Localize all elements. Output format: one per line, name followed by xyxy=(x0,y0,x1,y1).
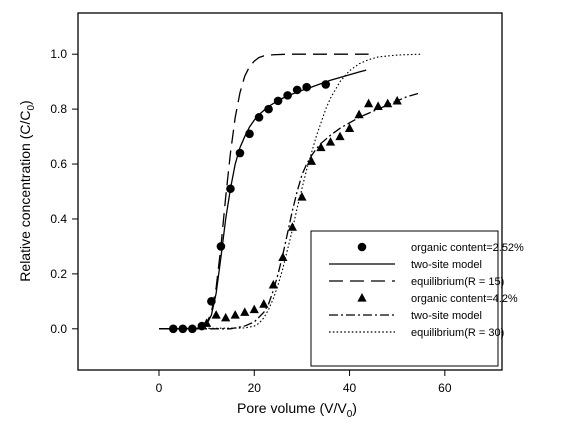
legend-item: organic content=2.52% xyxy=(357,242,524,254)
legend-marker xyxy=(357,242,367,252)
legend-item: organic content=4.2% xyxy=(357,293,518,305)
y-axis-title: Relative concentration (C/C0) xyxy=(17,100,37,281)
legend-label: organic content=2.52% xyxy=(411,242,524,254)
x-tick-label: 40 xyxy=(343,381,357,395)
data-point xyxy=(383,98,393,108)
y-tick-label: 0.8 xyxy=(50,102,67,116)
legend: organic content=2.52% two-site model equil… xyxy=(310,230,524,367)
data-point xyxy=(221,312,231,322)
y-tick-label: 0.2 xyxy=(50,267,67,281)
data-point xyxy=(325,137,336,146)
data-point xyxy=(287,222,297,231)
data-point xyxy=(202,318,212,327)
data-point xyxy=(264,104,273,114)
x-tick-label: 60 xyxy=(438,381,452,395)
x-axis-ticks: 0 20 40 60 xyxy=(156,370,452,395)
legend-item: two-site model xyxy=(329,310,482,322)
data-point xyxy=(254,113,264,122)
y-axis-ticks: 0.0 0.2 0.4 0.6 0.8 1.0 xyxy=(50,47,78,336)
legend-label: equilibrium(R = 15) xyxy=(411,276,504,288)
y-tick-label: 1.0 xyxy=(50,47,67,61)
data-point xyxy=(316,142,326,152)
y-tick-label: 0.0 xyxy=(50,322,67,336)
legend-label: two-site model xyxy=(411,310,482,322)
data-point xyxy=(268,279,278,289)
legend-item: equilibrium(R = 30) xyxy=(329,327,504,339)
data-point xyxy=(211,310,221,319)
data-point xyxy=(259,299,269,308)
series-points-0 xyxy=(168,80,331,334)
legend-label: equilibrium(R = 30) xyxy=(411,327,504,339)
data-point xyxy=(354,109,364,119)
legend-item: two-site model xyxy=(329,259,482,271)
data-point xyxy=(230,310,240,319)
x-axis-title: Pore volume (V/V0) xyxy=(237,400,357,420)
legend-label: two-site model xyxy=(411,259,482,271)
legend-box xyxy=(310,230,499,367)
series-line-4 xyxy=(158,92,422,330)
data-point xyxy=(297,191,307,201)
series-line-1 xyxy=(158,69,367,330)
plot-frame xyxy=(77,12,503,371)
x-tick-label: 0 xyxy=(156,381,163,395)
legend-item: equilibrium(R = 15) xyxy=(329,276,504,288)
legend-items: organic content=2.52% two-site model equil… xyxy=(329,242,524,339)
y-tick-label: 0.4 xyxy=(50,212,67,226)
data-point xyxy=(344,123,355,132)
legend-marker xyxy=(357,293,367,302)
series-layer xyxy=(158,53,422,334)
y-tick-label: 0.6 xyxy=(50,157,67,171)
data-point xyxy=(335,131,345,141)
data-point xyxy=(364,98,374,108)
data-point xyxy=(240,307,250,316)
legend-label: organic content=4.2% xyxy=(411,293,518,305)
series-line-2 xyxy=(158,53,369,330)
data-point xyxy=(249,304,259,314)
x-tick-label: 20 xyxy=(248,381,262,395)
